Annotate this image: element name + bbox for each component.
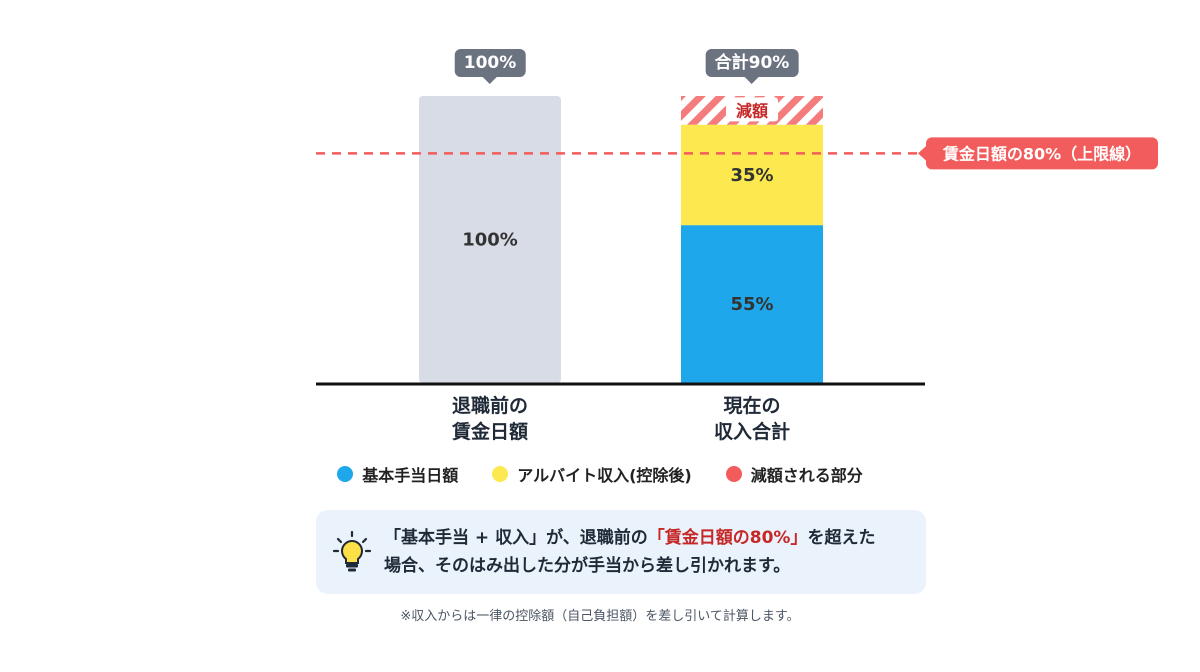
legend-swatch-basic — [337, 466, 354, 482]
reduction-label-bg — [726, 97, 778, 122]
upper-limit-label-bg — [926, 137, 1158, 170]
legend-swatch-reduction — [725, 466, 742, 482]
note-line-1: 「基本手当 + 収入」が、退職前の「賃金日額の80%」を超えた — [384, 524, 875, 552]
bar-segment-label: 減額 — [736, 101, 768, 120]
legend-item-basic: 基本手当日額 — [337, 462, 458, 486]
upper-limit-pointer — [918, 144, 928, 163]
total-label-before: 100% — [454, 49, 526, 84]
legend-label: 基本手当日額 — [362, 466, 459, 485]
total-label-current: 合計90% — [705, 49, 799, 84]
x-tick-label-line: 現在の — [723, 395, 781, 417]
note-highlight: 「賃金日額の80%」 — [647, 528, 808, 548]
bar-segment-parttime — [681, 124, 823, 226]
x-tick-label-line: 賃金日額 — [451, 421, 528, 443]
legend-label: 減額される部分 — [750, 466, 863, 485]
legend-label: アルバイト収入(控除後) — [517, 466, 692, 485]
note-text: 「基本手当 + 収入」が、退職前の「賃金日額の80%」を超えた 場合、そのはみ出… — [384, 524, 875, 580]
upper-limit-label: 賃金日額の80%（上限線） — [942, 144, 1141, 163]
note-part1: 「基本手当 + 収入」が、退職前の — [384, 528, 648, 548]
legend: 基本手当日額 アルバイト収入(控除後) 減額される部分 — [0, 462, 1200, 486]
x-tick-label-line: 退職前の — [451, 395, 528, 417]
bar-before-label: 100% — [462, 230, 518, 251]
x-tick-label-current: 現在の 収入合計 — [652, 393, 852, 445]
bar-segment-label: 35% — [730, 165, 773, 186]
note-line-2: 場合、そのはみ出した分が手当から差し引かれます。 — [384, 556, 791, 576]
x-tick-label-line: 収入合計 — [713, 421, 790, 443]
legend-item-parttime: アルバイト収入(控除後) — [492, 462, 692, 486]
legend-item-reduction: 減額される部分 — [725, 462, 863, 486]
legend-swatch-parttime — [492, 466, 509, 482]
bar-before-total — [419, 96, 561, 383]
x-tick-label-before: 退職前の 賃金日額 — [390, 393, 590, 445]
explanation-note: 「基本手当 + 収入」が、退職前の「賃金日額の80%」を超えた 場合、そのはみ出… — [316, 510, 926, 594]
lightbulb-icon — [332, 530, 372, 572]
bar-segment-label: 55% — [730, 294, 773, 315]
bar-segment-basic — [681, 225, 823, 383]
footnote: ※収入からは一律の控除額（自己負担額）を差し引いて計算します。 — [400, 609, 800, 624]
note-part2: を超えた — [807, 528, 876, 548]
